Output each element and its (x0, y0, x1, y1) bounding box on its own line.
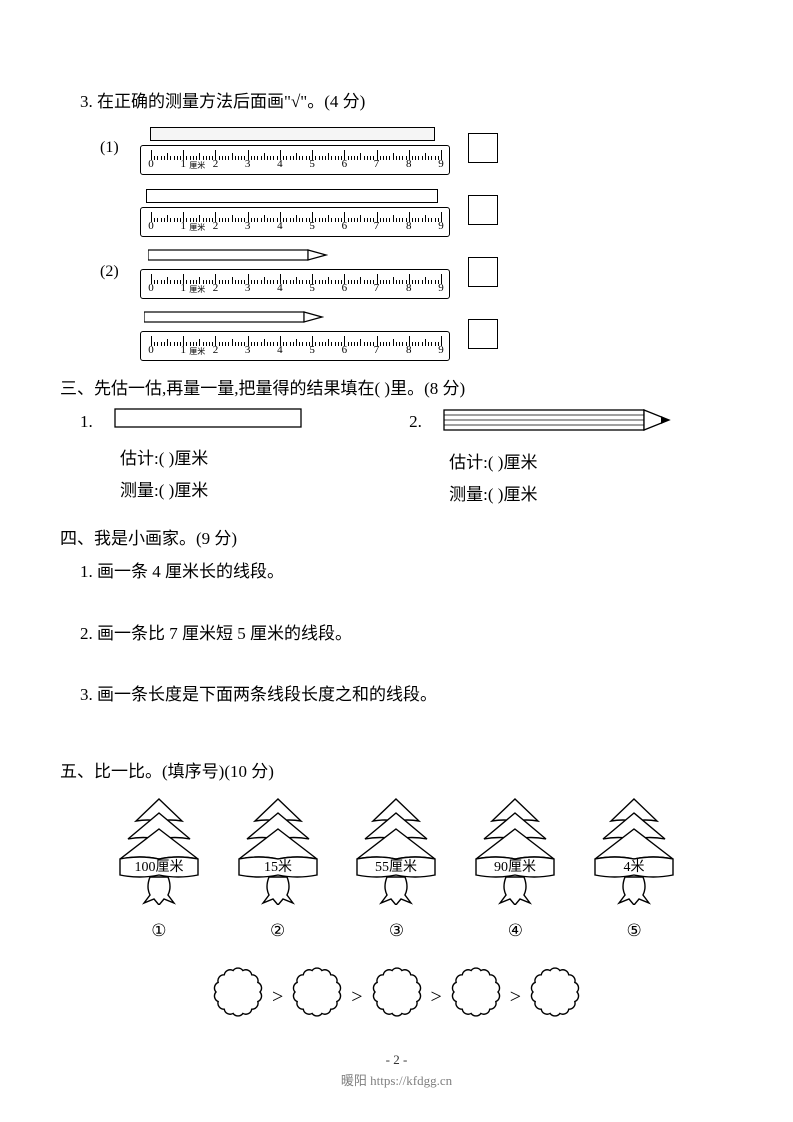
gt-symbol: > (431, 981, 442, 1013)
svg-text:15米: 15米 (264, 859, 292, 875)
tree-item: 4米 ⑤ (584, 795, 684, 944)
tree-number: ④ (508, 917, 523, 944)
ruler-row-3: (2) 01厘米23456789 (100, 245, 733, 299)
flower-blank-icon[interactable] (289, 964, 345, 1020)
page-number: - 2 - (386, 1052, 408, 1067)
sub-label-2: (2) (100, 259, 140, 285)
sec4-q1: 1. 画一条 4 厘米长的线段。 (80, 558, 733, 585)
ruler-body: 01厘米23456789 (140, 145, 450, 175)
sec3-row: 1. 估计:( )厘米 测量:( )厘米 2. 估计:( )厘米 测量 (60, 408, 733, 511)
tree-item: 90厘米 ④ (465, 795, 565, 944)
checkbox-4[interactable] (468, 319, 498, 349)
pencil-shape (443, 408, 673, 442)
sec5-header: 五、比一比。(填序号)(10 分) (60, 758, 733, 785)
tree-item: 55厘米 ③ (346, 795, 446, 944)
ruler-body: 01厘米23456789 (140, 207, 450, 237)
sec3-item-1: 1. 估计:( )厘米 测量:( )厘米 (80, 408, 384, 511)
q3-header: 3. 在正确的测量方法后面画"√"。(4 分) (80, 88, 733, 115)
checkbox-1[interactable] (468, 133, 498, 163)
measured-bar (146, 189, 438, 203)
tree-number: ③ (389, 917, 404, 944)
ruler-row-2: 01厘米23456789 (100, 183, 733, 237)
svg-text:4米: 4米 (624, 859, 645, 875)
ruler-body: 01厘米23456789 (140, 331, 450, 361)
tree-icon: 4米 (585, 795, 683, 905)
sec3-item-2: 2. 估计:( )厘米 测量:( )厘米 (409, 408, 713, 511)
item-num: 1. (80, 408, 110, 435)
footer: - 2 - 暖阳 https://kfdgg.cn (0, 1050, 793, 1092)
estimate-blank[interactable]: 估计:( )厘米 (120, 443, 384, 475)
pencil-icon (148, 249, 328, 261)
ruler-row-4: 01厘米23456789 (100, 307, 733, 361)
ruler-1: 01厘米23456789 (140, 121, 450, 175)
gt-symbol: > (510, 981, 521, 1013)
checkbox-2[interactable] (468, 195, 498, 225)
measured-bar (150, 127, 435, 141)
svg-text:100厘米: 100厘米 (134, 859, 183, 875)
sec4-q2: 2. 画一条比 7 厘米短 5 厘米的线段。 (80, 620, 733, 647)
tree-number: ② (270, 917, 285, 944)
flower-blank-icon[interactable] (448, 964, 504, 1020)
tree-number: ⑤ (627, 917, 642, 944)
tree-icon: 100厘米 (110, 795, 208, 905)
sec3-header: 三、先估一估,再量一量,把量得的结果填在( )里。(8 分) (60, 375, 733, 402)
measure-blank[interactable]: 测量:( )厘米 (449, 479, 713, 511)
sec4-header: 四、我是小画家。(9 分) (60, 525, 733, 552)
estimate-blank[interactable]: 估计:( )厘米 (449, 447, 713, 479)
tree-number: ① (151, 917, 166, 944)
sec4-q3: 3. 画一条长度是下面两条线段长度之和的线段。 (80, 681, 733, 708)
watermark: 暖阳 https://kfdgg.cn (341, 1073, 452, 1088)
trees-row: 100厘米 ① 15米 ② 55厘米 ③ 90厘米 ④ 4米 ⑤ (90, 795, 703, 944)
measure-blank[interactable]: 测量:( )厘米 (120, 475, 384, 507)
tree-icon: 55厘米 (347, 795, 445, 905)
rect-shape (114, 408, 304, 438)
tree-icon: 90厘米 (466, 795, 564, 905)
svg-text:90厘米: 90厘米 (494, 859, 536, 875)
flower-blank-icon[interactable] (210, 964, 266, 1020)
flower-blank-icon[interactable] (527, 964, 583, 1020)
ruler-3: 01厘米23456789 (140, 245, 450, 299)
flowers-row: > > > > (60, 964, 733, 1028)
ruler-2: 01厘米23456789 (140, 183, 450, 237)
gt-symbol: > (272, 981, 283, 1013)
tree-item: 15米 ② (228, 795, 328, 944)
item-num: 2. (409, 408, 439, 435)
ruler-body: 01厘米23456789 (140, 269, 450, 299)
gt-symbol: > (351, 981, 362, 1013)
ruler-row-1: (1) 01厘米23456789 (100, 121, 733, 175)
flower-blank-icon[interactable] (369, 964, 425, 1020)
ruler-4: 01厘米23456789 (140, 307, 450, 361)
tree-item: 100厘米 ① (109, 795, 209, 944)
sub-label-1: (1) (100, 135, 140, 161)
pencil-icon (144, 311, 324, 323)
checkbox-3[interactable] (468, 257, 498, 287)
svg-text:55厘米: 55厘米 (375, 859, 417, 875)
tree-icon: 15米 (229, 795, 327, 905)
